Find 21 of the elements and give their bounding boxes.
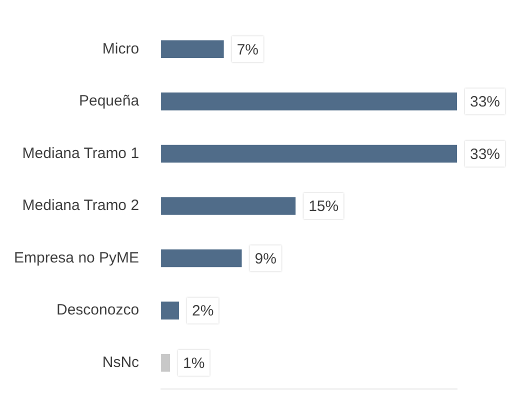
bar <box>161 249 242 268</box>
bar <box>161 40 224 58</box>
y-tick-label: Pequeña <box>78 92 140 110</box>
data-label: 15% <box>308 198 339 216</box>
data-label: 9% <box>254 250 276 268</box>
y-tick-label: Empresa no PyME <box>14 249 140 266</box>
data-label: 2% <box>192 302 214 320</box>
y-tick-label: Mediana Tramo 2 <box>22 197 140 214</box>
y-tick-label: Mediana Tramo 1 <box>22 144 140 162</box>
bar <box>161 92 457 110</box>
y-tick-label: Micro <box>102 40 140 58</box>
data-label: 33% <box>470 146 500 163</box>
y-tick-label: NsNc <box>102 354 140 371</box>
bar <box>161 197 296 215</box>
data-label: 7% <box>236 41 259 58</box>
y-tick-label: Desconozco <box>56 302 140 319</box>
bar <box>161 354 170 372</box>
bar <box>161 302 179 320</box>
data-label: 1% <box>183 355 205 372</box>
data-label: 33% <box>470 94 500 111</box>
bar <box>161 144 457 163</box>
